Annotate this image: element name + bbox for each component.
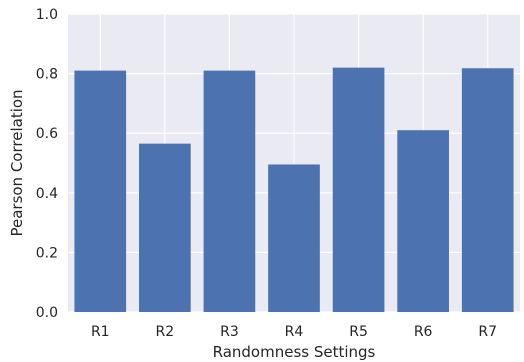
bar-r1 [74,70,127,313]
y-tick-label: 0.4 [36,186,58,202]
x-tick-label: R6 [414,324,433,340]
x-tick-label: R7 [478,324,497,340]
x-tick-labels: R1 R2 R3 R4 R5 R6 R7 [91,324,497,340]
x-tick-label: R1 [91,324,110,340]
bars [74,67,514,313]
x-tick-label: R3 [220,324,239,340]
bar-r5 [332,67,385,312]
y-tick-label: 0.2 [36,245,58,261]
x-axis-label: Randomness Settings [213,343,376,361]
y-tick-label: 1.0 [36,7,58,23]
x-tick-label: R2 [156,324,175,340]
bar-r7 [461,68,514,313]
y-tick-label: 0.6 [36,126,58,142]
y-tick-labels: 0.0 0.2 0.4 0.6 0.8 1.0 [36,7,58,321]
bar-r4 [268,164,320,312]
bar-r6 [397,130,449,312]
x-tick-label: R4 [285,324,304,340]
x-tick-label: R5 [349,324,368,340]
bar-r2 [139,143,191,312]
y-tick-label: 0.8 [36,67,58,83]
y-tick-label: 0.0 [36,305,58,321]
y-axis-label: Pearson Correlation [8,89,26,236]
bar-r3 [203,70,256,313]
